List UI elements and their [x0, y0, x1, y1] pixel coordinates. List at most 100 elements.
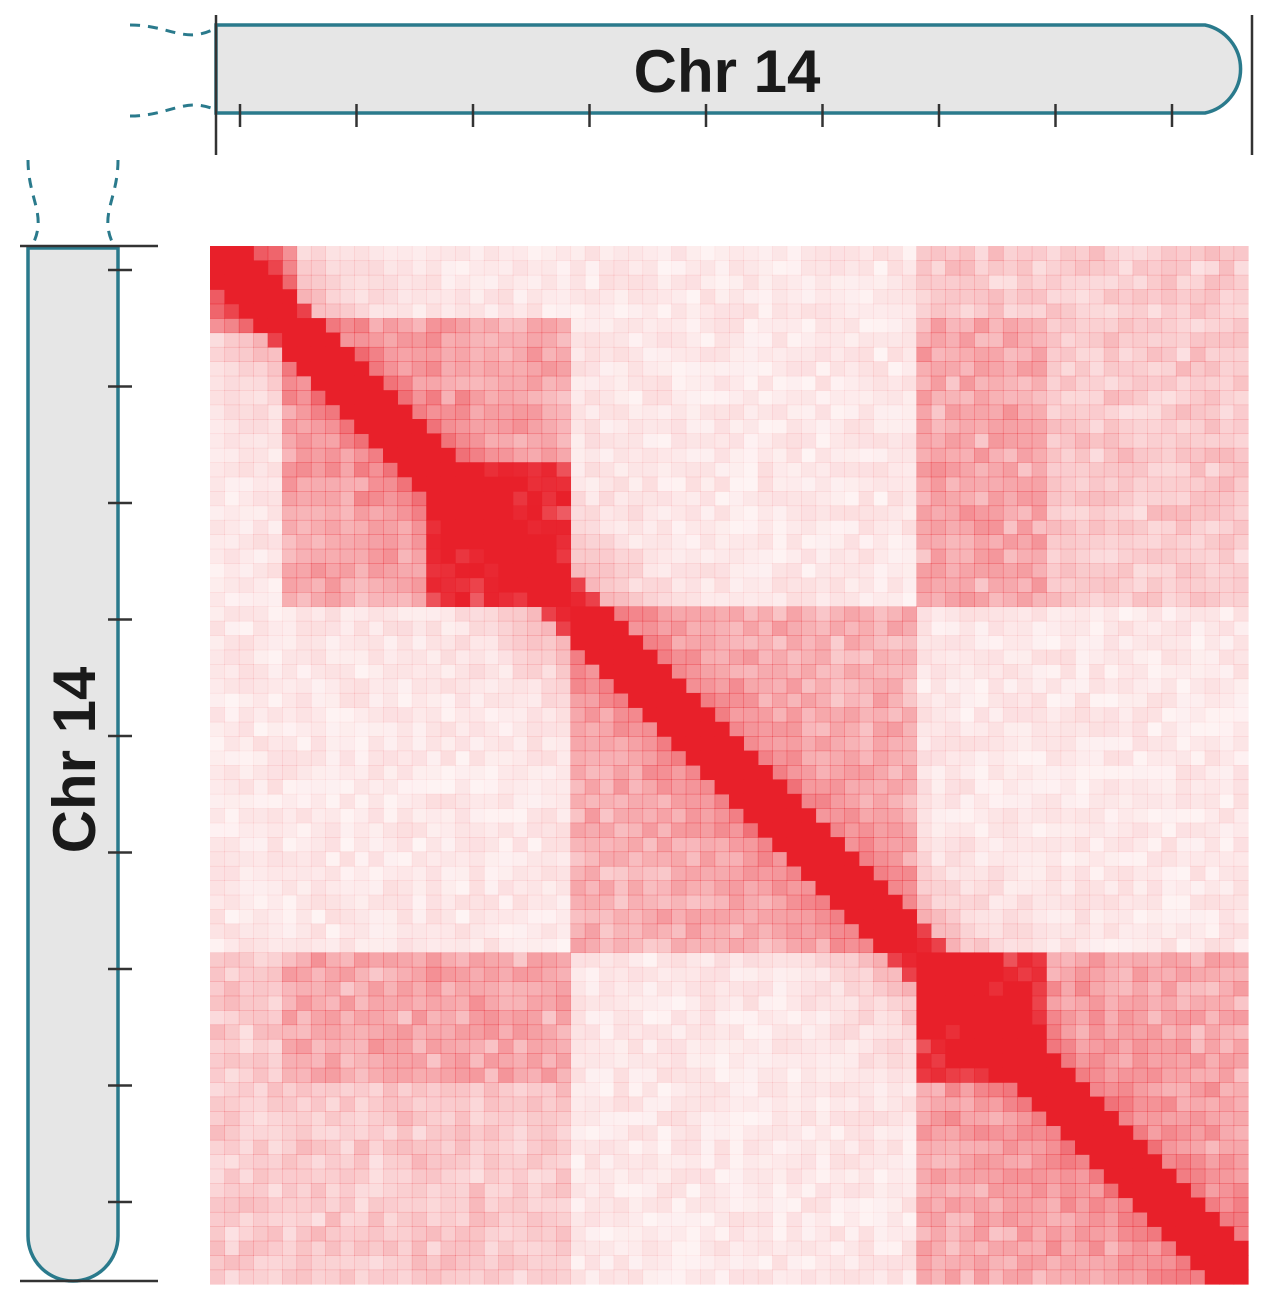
heatmap-cell — [642, 938, 658, 954]
heatmap-cell — [541, 692, 557, 708]
heatmap-cell — [873, 1183, 889, 1199]
heatmap-cell — [945, 1010, 961, 1026]
heatmap-cell — [397, 303, 413, 319]
heatmap-cell — [1103, 765, 1119, 781]
heatmap-cell — [584, 274, 600, 290]
heatmap-cell — [599, 548, 615, 564]
heatmap-cell — [426, 995, 442, 1011]
heatmap-cell — [282, 346, 298, 362]
heatmap-cell — [829, 793, 845, 809]
heatmap-cell — [786, 1139, 802, 1155]
heatmap-cell — [368, 563, 384, 579]
heatmap-cell — [1233, 1067, 1249, 1083]
heatmap-cell — [772, 736, 788, 752]
heatmap-cell — [1017, 274, 1033, 290]
heatmap-cell — [1075, 577, 1091, 593]
heatmap-cell — [1002, 1211, 1018, 1227]
heatmap-cell — [1233, 274, 1249, 290]
heatmap-cell — [556, 923, 572, 939]
heatmap-cell — [714, 793, 730, 809]
heatmap-cell — [570, 332, 586, 348]
heatmap-cell — [858, 1024, 874, 1040]
heatmap-cell — [426, 981, 442, 997]
heatmap-cell — [873, 260, 889, 276]
heatmap-cell — [599, 1010, 615, 1026]
heatmap-cell — [1147, 635, 1163, 651]
heatmap-cell — [902, 606, 918, 622]
heatmap-cell — [599, 765, 615, 781]
heatmap-cell — [628, 620, 644, 636]
heatmap-cell — [512, 1111, 528, 1127]
heatmap-cell — [541, 375, 557, 391]
heatmap-cell — [1161, 635, 1177, 651]
heatmap-cell — [397, 289, 413, 305]
heatmap-cell — [368, 822, 384, 838]
heatmap-cell — [772, 1111, 788, 1127]
heatmap-cell — [253, 678, 269, 694]
heatmap-cell — [786, 390, 802, 406]
heatmap-cell — [1219, 692, 1235, 708]
heatmap-cell — [1175, 375, 1191, 391]
heatmap-cell — [224, 1139, 240, 1155]
heatmap-cell — [714, 692, 730, 708]
hic-heatmap — [210, 246, 1249, 1285]
heatmap-cell — [354, 707, 370, 723]
heatmap-cell — [873, 851, 889, 867]
heatmap-cell — [1204, 678, 1220, 694]
heatmap-cell — [1118, 995, 1134, 1011]
heatmap-cell — [210, 894, 226, 910]
heatmap-cell — [325, 462, 341, 478]
heatmap-cell — [440, 318, 456, 334]
heatmap-cell — [671, 534, 687, 550]
heatmap-cell — [829, 707, 845, 723]
heatmap-cell — [1161, 447, 1177, 463]
heatmap-cell — [599, 447, 615, 463]
heatmap-cell — [224, 274, 240, 290]
heatmap-cell — [527, 592, 543, 608]
heatmap-cell — [426, 519, 442, 535]
heatmap-cell — [253, 938, 269, 954]
heatmap-cell — [930, 894, 946, 910]
heatmap-cell — [930, 707, 946, 723]
heatmap-cell — [1175, 303, 1191, 319]
heatmap-cell — [685, 765, 701, 781]
heatmap-cell — [483, 1010, 499, 1026]
heatmap-cell — [930, 606, 946, 622]
heatmap-cell — [628, 721, 644, 737]
heatmap-cell — [368, 1053, 384, 1069]
heatmap-cell — [224, 865, 240, 881]
heatmap-cell — [685, 491, 701, 507]
heatmap-cell — [426, 346, 442, 362]
heatmap-cell — [584, 981, 600, 997]
heatmap-cell — [829, 361, 845, 377]
heatmap-cell — [397, 1038, 413, 1054]
heatmap-cell — [1132, 1125, 1148, 1141]
heatmap-cell — [483, 447, 499, 463]
heatmap-cell — [945, 1024, 961, 1040]
heatmap-cell — [1060, 577, 1076, 593]
heatmap-cell — [1118, 361, 1134, 377]
heatmap-cell — [628, 1197, 644, 1213]
heatmap-cell — [267, 447, 283, 463]
heatmap-cell — [829, 779, 845, 795]
heatmap-cell — [873, 1024, 889, 1040]
heatmap-cell — [426, 1010, 442, 1026]
heatmap-cell — [282, 765, 298, 781]
heatmap-cell — [1002, 332, 1018, 348]
heatmap-cell — [1233, 1096, 1249, 1112]
heatmap-cell — [253, 491, 269, 507]
heatmap-cell — [916, 736, 932, 752]
heatmap-cell — [397, 909, 413, 925]
heatmap-cell — [267, 707, 283, 723]
heatmap-cell — [512, 346, 528, 362]
heatmap-cell — [527, 1154, 543, 1170]
heatmap-cell — [988, 909, 1004, 925]
heatmap-cell — [267, 260, 283, 276]
heatmap-cell — [512, 750, 528, 766]
heatmap-cell — [599, 419, 615, 435]
heatmap-cell — [1046, 649, 1062, 665]
heatmap-cell — [844, 346, 860, 362]
heatmap-cell — [1233, 1082, 1249, 1098]
heatmap-cell — [1219, 1183, 1235, 1199]
heatmap-cell — [1103, 1125, 1119, 1141]
